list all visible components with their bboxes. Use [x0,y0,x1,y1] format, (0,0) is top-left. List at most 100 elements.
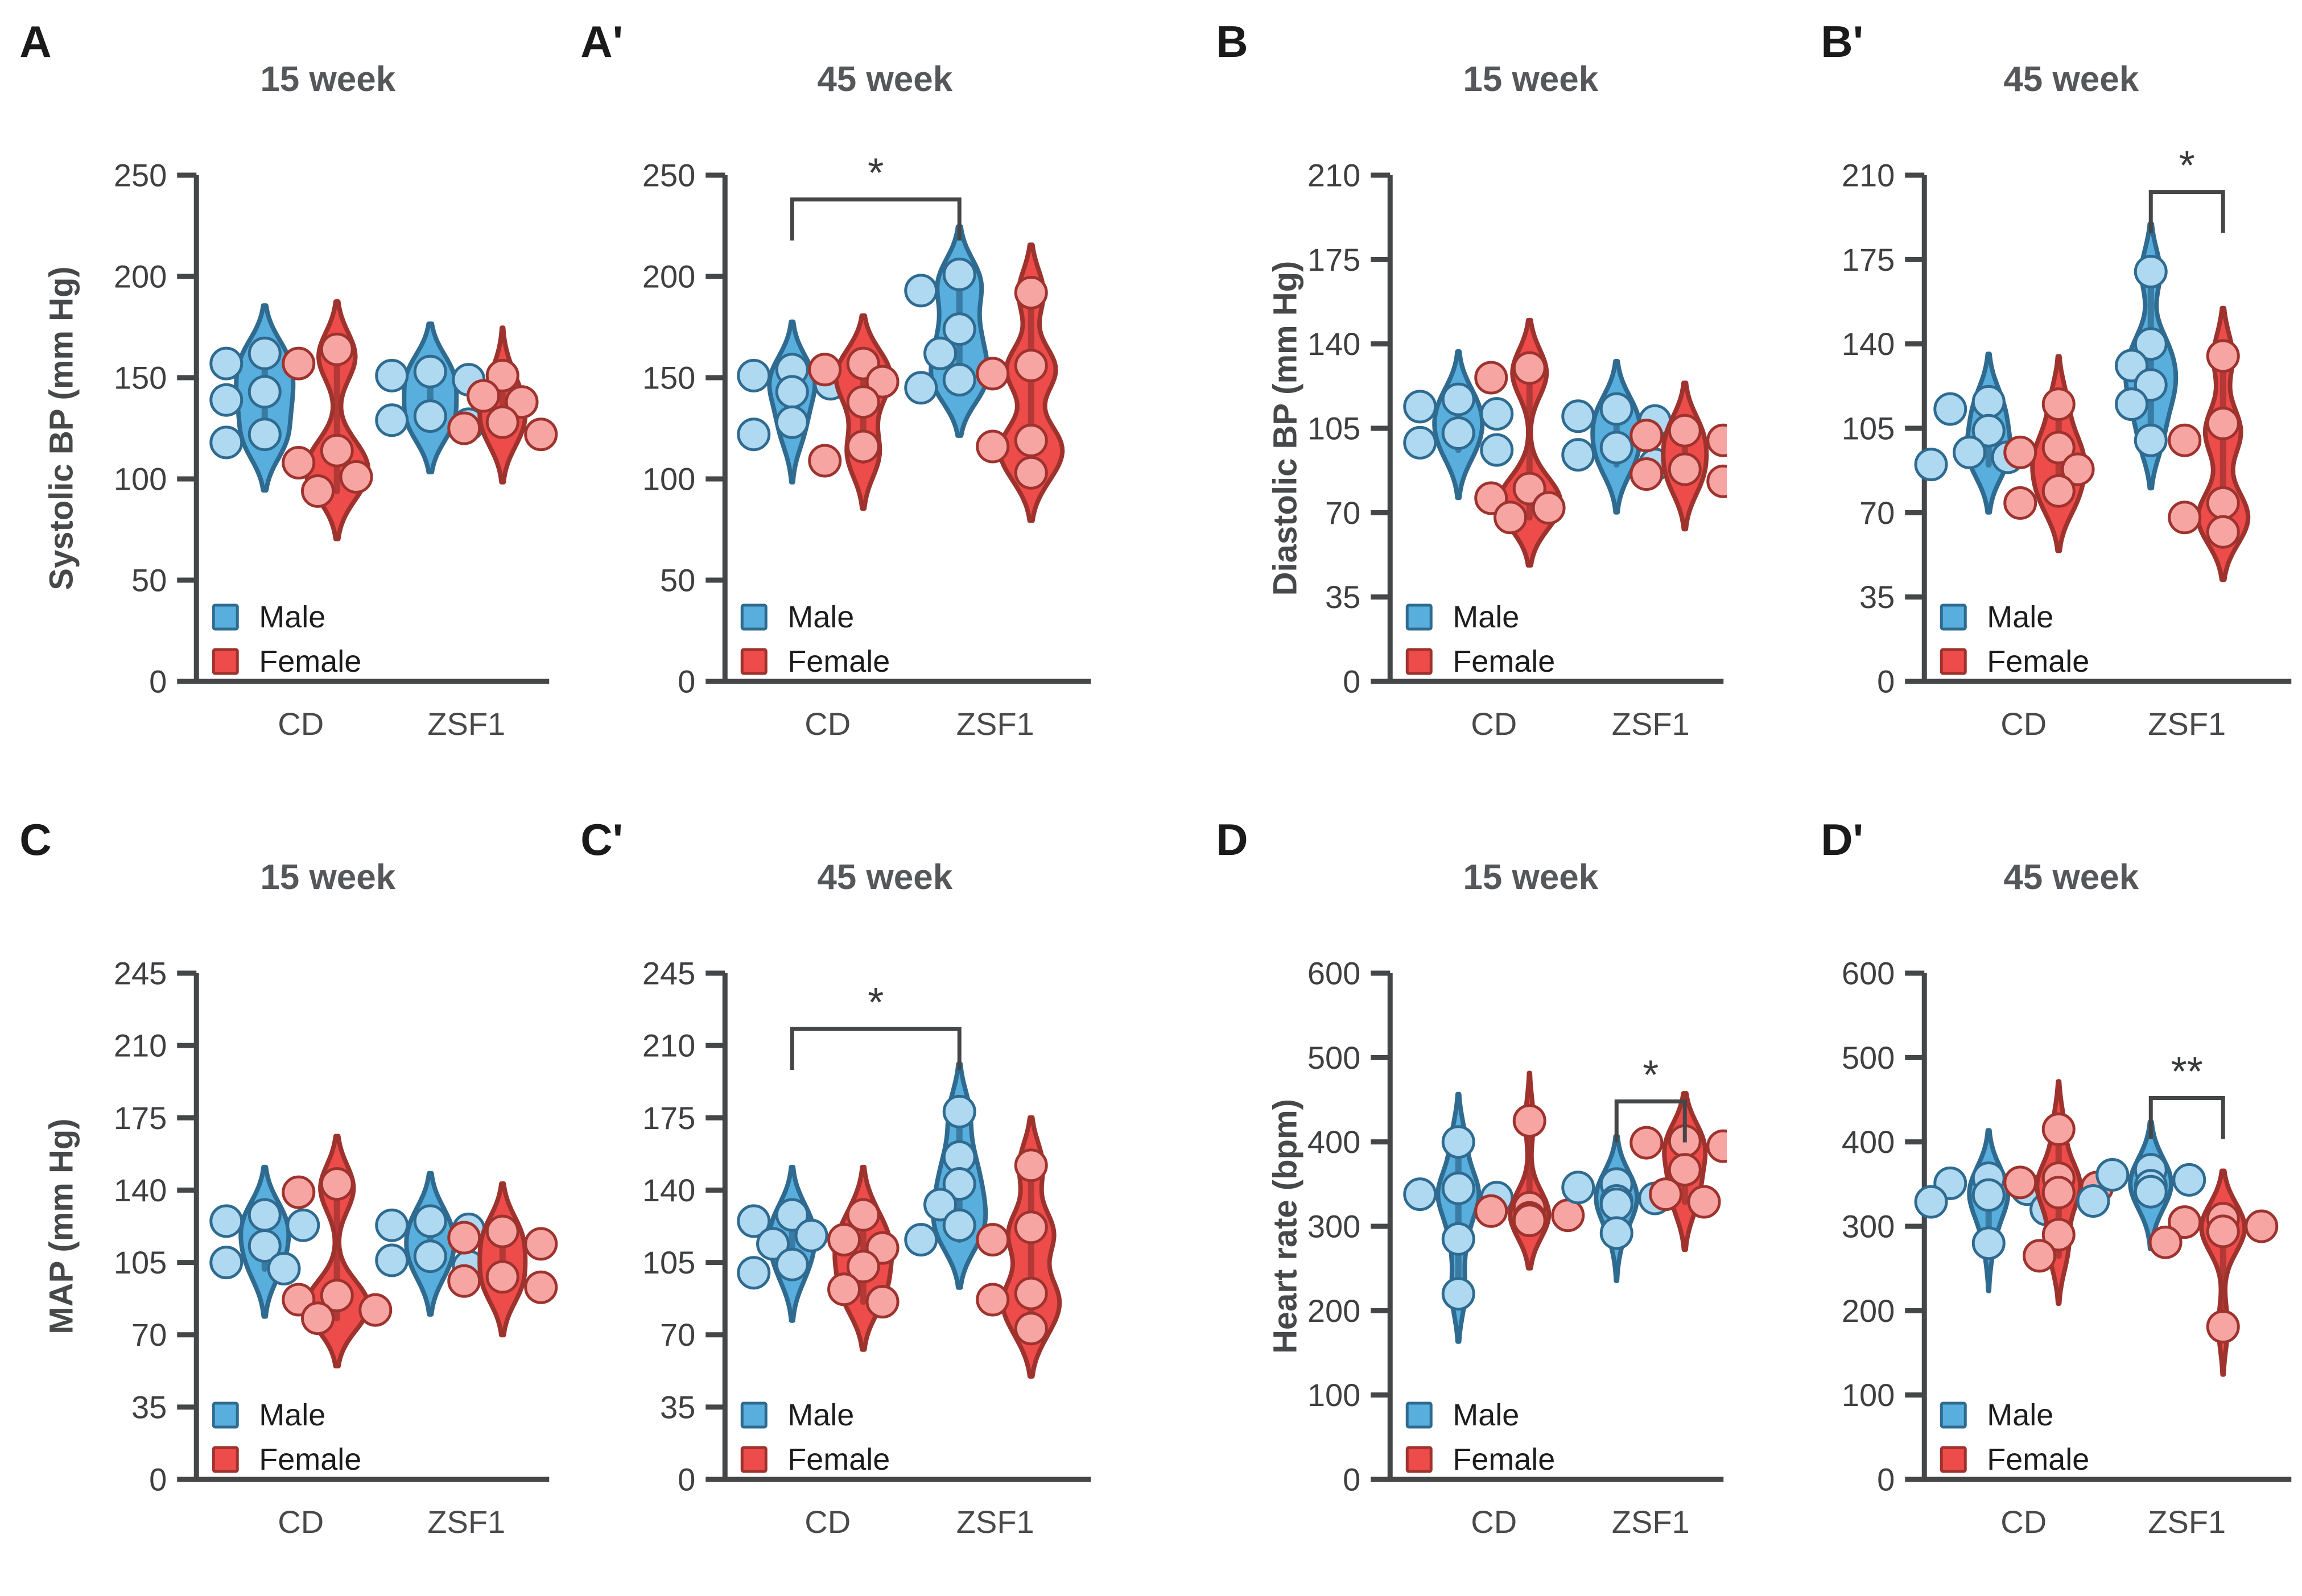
panel-D2-chart: D' 45 week 0 100 200 300 400 500 600 CD ZSF1 ** Male… [1821,814,2291,1540]
legend-male-swatch [212,603,239,631]
legend-male-swatch [1405,1401,1433,1429]
data-point [2061,452,2095,486]
data-point [865,365,900,399]
data-point [1706,464,1727,498]
data-point [736,1204,770,1238]
data-point [2003,435,2037,469]
x-category-label: CD [805,1504,851,1540]
panel-title: 15 week [1463,858,1598,897]
data-point [1668,1153,1702,1187]
data-point [2148,1225,2183,1259]
data-point [447,1264,481,1298]
panel-letter: D [1216,814,1248,865]
data-point [904,371,938,405]
panel-title: 15 week [260,60,395,99]
data-point [2206,486,2240,520]
data-point [942,312,976,346]
panel-B2-chart: B' 45 week 0 35 70 105 140 175 210 CD ZSF1 * Male Fem… [1821,16,2291,742]
data-point [775,1247,809,1281]
data-point [447,411,481,445]
panel-letter: C' [580,814,623,865]
data-point [904,274,938,308]
data-point [1014,1276,1048,1310]
data-point [942,363,976,397]
data-point [1971,414,2006,448]
data-point [1971,1178,2006,1212]
x-category-label: ZSF1 [1612,706,1690,742]
y-tick-label: 100 [1307,1377,1360,1413]
y-tick-label: 500 [1841,1040,1894,1076]
y-tick-label: 200 [642,259,695,295]
data-point [1512,351,1546,385]
data-point [505,385,539,419]
data-point [282,1175,316,1209]
data-point [1668,452,1702,486]
panel-title: 45 week [2003,60,2139,99]
data-point [413,1239,447,1274]
y-tick-label: 250 [114,158,167,193]
x-category-label: ZSF1 [956,706,1034,742]
data-point [209,425,244,460]
data-point [1599,1216,1633,1250]
data-point [375,1208,409,1242]
data-point [942,1167,976,1201]
y-axis-label: Heart rate (bpm) [1266,1099,1303,1354]
legend-male-swatch [1405,603,1433,631]
data-point [1014,349,1048,383]
y-tick-label: 300 [1307,1209,1360,1244]
data-point [2206,407,2240,440]
data-point [1629,1126,1664,1160]
y-tick-label: 200 [1307,1293,1360,1329]
y-tick-label: 140 [642,1172,695,1208]
data-point [904,1223,938,1257]
legend-female-swatch [740,1446,768,1473]
data-point [358,1293,393,1327]
legend-male-label: Male [1453,1398,1519,1432]
legend-male-label: Male [787,1398,854,1432]
data-point [1441,1277,1475,1311]
data-point [1403,390,1437,424]
data-point [1561,1171,1595,1205]
data-point [301,474,335,508]
x-category-label: ZSF1 [2148,706,2226,742]
data-point [736,358,770,392]
data-point [942,1208,976,1242]
significance-label: * [2179,143,2194,189]
data-point [1441,1125,1475,1159]
legend-male-label: Male [1453,600,1519,634]
legend-female-label: Female [1453,1442,1555,1477]
y-tick-label: 70 [131,1317,167,1353]
data-point [209,1204,244,1238]
data-point [1014,276,1048,309]
legend-female-label: Female [259,1442,361,1477]
data-point [2206,1214,2240,1248]
y-tick-label: 400 [1841,1124,1894,1160]
data-point [1441,1171,1475,1205]
data-point [1474,361,1508,395]
data-point [1971,384,2006,419]
data-point [1599,1187,1633,1221]
legend-male-swatch [1940,1401,1967,1429]
data-point [2167,423,2201,457]
y-tick-label: 0 [678,664,695,700]
data-point [1403,1177,1437,1212]
legend-female-swatch [1940,1446,1967,1473]
data-point [2206,1310,2240,1343]
y-tick-label: 175 [114,1100,167,1136]
data-point [1629,457,1664,491]
data-point [827,1223,861,1257]
panel-D: D 15 week Heart rate (bpm) 0 100 200 300 400 500… [1151,798,1727,1596]
data-point [942,257,976,291]
data-point [2041,387,2076,421]
data-point [736,417,770,452]
data-point [485,1260,519,1294]
panel-letter: C [19,814,51,865]
data-point [2167,1205,2201,1239]
legend-female-swatch [1405,1446,1433,1473]
data-point [1971,1226,2006,1260]
data-point [1706,1129,1727,1163]
data-point [2041,474,2076,508]
data-point [247,417,282,452]
legend-male-swatch [740,1401,768,1429]
data-point [375,403,409,437]
